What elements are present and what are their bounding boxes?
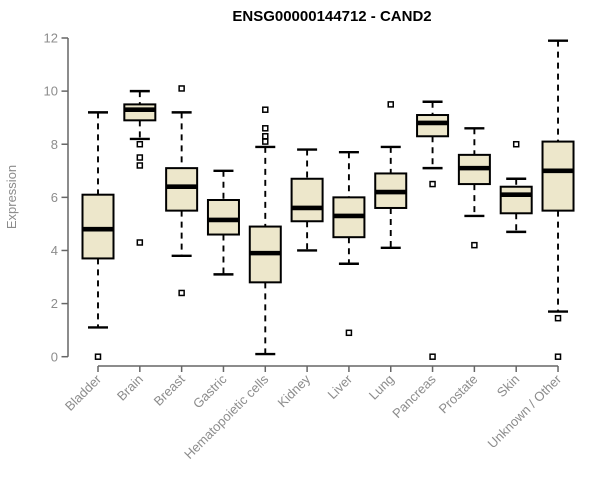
iqr-box [206,199,240,236]
box-group [248,106,282,356]
x-tick-label: Pancreas [389,371,439,421]
box-group [332,151,366,337]
outlier-point [429,180,436,188]
y-axis: 0 2 4 6 8 10 12 [44,31,69,364]
box-group [416,100,450,360]
outlier-point [262,138,269,145]
outlier-point [554,314,562,322]
outlier-point [136,239,144,246]
chart-title: ENSG00000144712 - CAND2 [232,8,431,25]
iqr-box [499,185,533,215]
x-tick-label: Prostate [436,372,481,417]
outlier-point [262,125,269,132]
box-group [457,127,491,249]
outlier-point [471,241,478,249]
y-tick-label: 10 [44,84,58,99]
outlier-point [345,329,353,337]
box-group [123,89,157,246]
box-group [206,169,240,276]
y-tick-label: 8 [51,137,58,152]
x-tick-label: Breast [151,371,188,408]
x-tick-label: Skin [494,372,522,400]
outlier-point [178,289,185,297]
iqr-box [81,193,115,260]
box-group [81,111,115,360]
iqr-box [541,140,575,212]
box-group [374,101,408,250]
outlier-point [136,154,144,161]
y-tick-label: 4 [51,243,58,258]
x-tick-label: Bladder [62,371,105,414]
x-tick-label: Brain [114,372,146,404]
x-tick-label: Kidney [275,371,314,410]
outlier-point [387,101,394,108]
x-tick-label: Unknown / Other [485,371,565,451]
y-tick-label: 2 [51,296,58,311]
outlier-point [136,140,144,148]
outlier-point [94,353,102,360]
outlier-point [512,140,520,148]
outlier-point [178,85,185,92]
y-tick-label: 6 [51,190,58,205]
box-group [165,85,199,297]
box-group [541,39,575,360]
box-group [499,140,533,234]
box-group [290,148,324,252]
outlier-point [262,106,269,113]
outlier-point [262,133,269,140]
iqr-box [123,103,157,122]
iqr-box [290,177,324,223]
y-tick-label: 0 [51,349,58,364]
y-axis-label: Expression [4,165,19,229]
x-tick-label: Gastric [190,371,230,411]
iqr-box [165,167,199,212]
y-tick-label: 12 [44,31,58,46]
iqr-box [416,114,450,138]
outlier-point [429,353,436,360]
x-tick-label: Liver [325,371,356,402]
outlier-point [136,162,144,169]
outlier-point [554,353,562,360]
box-series [81,39,575,360]
x-tick-label: Lung [366,372,397,403]
